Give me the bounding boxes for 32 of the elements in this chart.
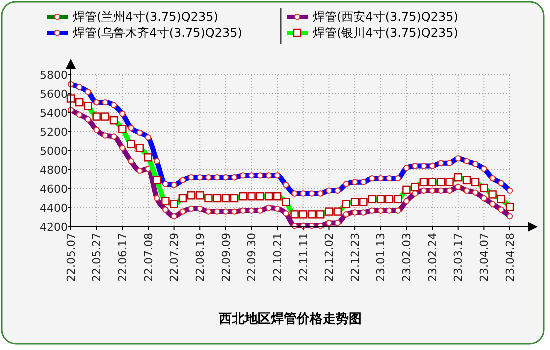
x-tick-label: 23.04.07	[478, 233, 492, 282]
y-tick-label: 5800	[40, 68, 68, 82]
y-tick-label: 4400	[40, 202, 68, 215]
y-tick-label: 5600	[40, 88, 68, 101]
y-tick-label: 4200	[40, 220, 68, 234]
x-tick-label: 22.07.29	[168, 233, 182, 282]
x-tick-label: 22.09.30	[246, 233, 259, 282]
x-tick-label: 22.09.09	[220, 233, 233, 282]
x-tick-label: 22.05.27	[90, 233, 104, 282]
y-tick-label: 4800	[40, 164, 68, 177]
x-tick-label: 22.07.08	[142, 233, 156, 282]
y-tick-label: 5200	[40, 126, 68, 139]
legend-label: 焊管(银川4寸(3.75)Q235)	[313, 26, 458, 40]
x-tick-label: 22.05.07	[64, 233, 78, 282]
y-tick-label: 5000	[40, 144, 68, 158]
x-tick-label: 23.02.03	[400, 233, 414, 282]
x-tick-label: 22.08.19	[194, 233, 207, 282]
legend-label: 焊管(乌鲁木齐4寸(3.75)Q235)	[73, 26, 242, 40]
x-tick-label: 22.12.23	[348, 233, 362, 282]
y-tick-label: 5400	[40, 106, 68, 120]
x-tick-label: 22.06.17	[116, 233, 130, 282]
text: 西北地区焊管价格走势图	[218, 311, 362, 327]
x-tick-label: 23.02.24	[426, 233, 440, 282]
x-tick-label: 23.03.17	[452, 233, 466, 282]
x-tick-label: 23.04.28	[504, 233, 517, 282]
x-tick-label: 22.12.02	[323, 233, 336, 282]
x-tick-label: 22.10.21	[271, 233, 284, 282]
legend-label: 焊管(西安4寸(3.75)Q235)	[313, 10, 458, 24]
y-tick-label: 4600	[40, 182, 68, 196]
legend-label: 焊管(兰州4寸(3.75)Q235)	[73, 10, 218, 24]
x-tick-label: 22.11.11	[297, 233, 310, 282]
x-tick-label: 23.01.13	[374, 233, 388, 282]
